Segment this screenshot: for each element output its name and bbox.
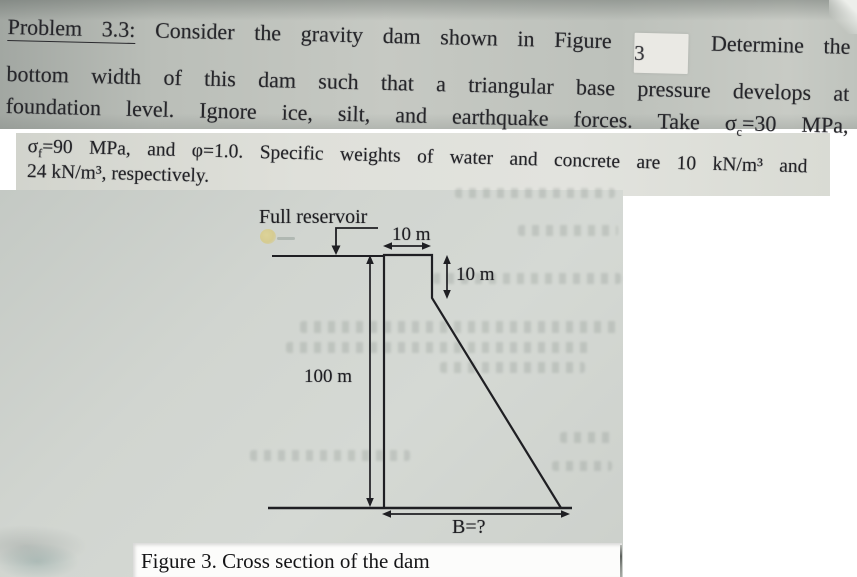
bleedthrough-mark bbox=[560, 432, 615, 443]
dam-height-label: 100 m bbox=[304, 366, 353, 387]
dimension-arrowheads bbox=[331, 242, 570, 518]
photo-strip-continuation bbox=[16, 133, 830, 196]
bleedthrough-mark bbox=[440, 362, 585, 373]
bleedthrough-mark bbox=[455, 188, 615, 198]
photo-strip-figure bbox=[0, 190, 623, 577]
photo-strip-problem bbox=[0, 0, 857, 129]
base-width-label: B=? bbox=[452, 516, 486, 538]
yellow-smudge bbox=[260, 229, 276, 244]
bleedthrough-mark bbox=[286, 342, 591, 353]
page-edge-line bbox=[620, 545, 622, 577]
dam-outline bbox=[382, 253, 562, 509]
bleedthrough-mark bbox=[518, 225, 618, 236]
page-corner-highlight bbox=[829, 0, 857, 34]
figure-caption: Figure 3. Cross section of the dam bbox=[141, 549, 430, 573]
face-height-label: 10 m bbox=[456, 264, 495, 285]
reservoir-label: Full reservoir bbox=[259, 206, 368, 228]
bleedthrough-mark bbox=[552, 461, 612, 471]
bleedthrough-mark bbox=[250, 450, 410, 461]
bleedthrough-mark bbox=[433, 273, 621, 284]
reservoir-pointer bbox=[335, 227, 378, 246]
gray-dash-mark bbox=[277, 237, 295, 240]
caption-patch: Figure 3. Cross section of the dam bbox=[133, 543, 622, 577]
bleedthrough-mark bbox=[300, 321, 618, 333]
top-width-label: 10 m bbox=[392, 224, 431, 245]
